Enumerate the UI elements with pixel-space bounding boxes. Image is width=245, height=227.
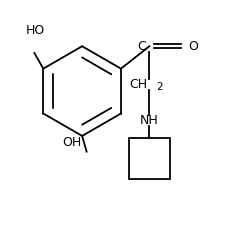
Text: O: O bbox=[189, 40, 198, 53]
Bar bbox=[129, 138, 170, 178]
Text: C: C bbox=[137, 40, 146, 53]
Text: HO: HO bbox=[26, 24, 45, 37]
Text: NH: NH bbox=[140, 114, 159, 127]
Text: OH: OH bbox=[62, 136, 81, 149]
Text: CH: CH bbox=[129, 78, 147, 91]
Text: 2: 2 bbox=[156, 82, 163, 92]
